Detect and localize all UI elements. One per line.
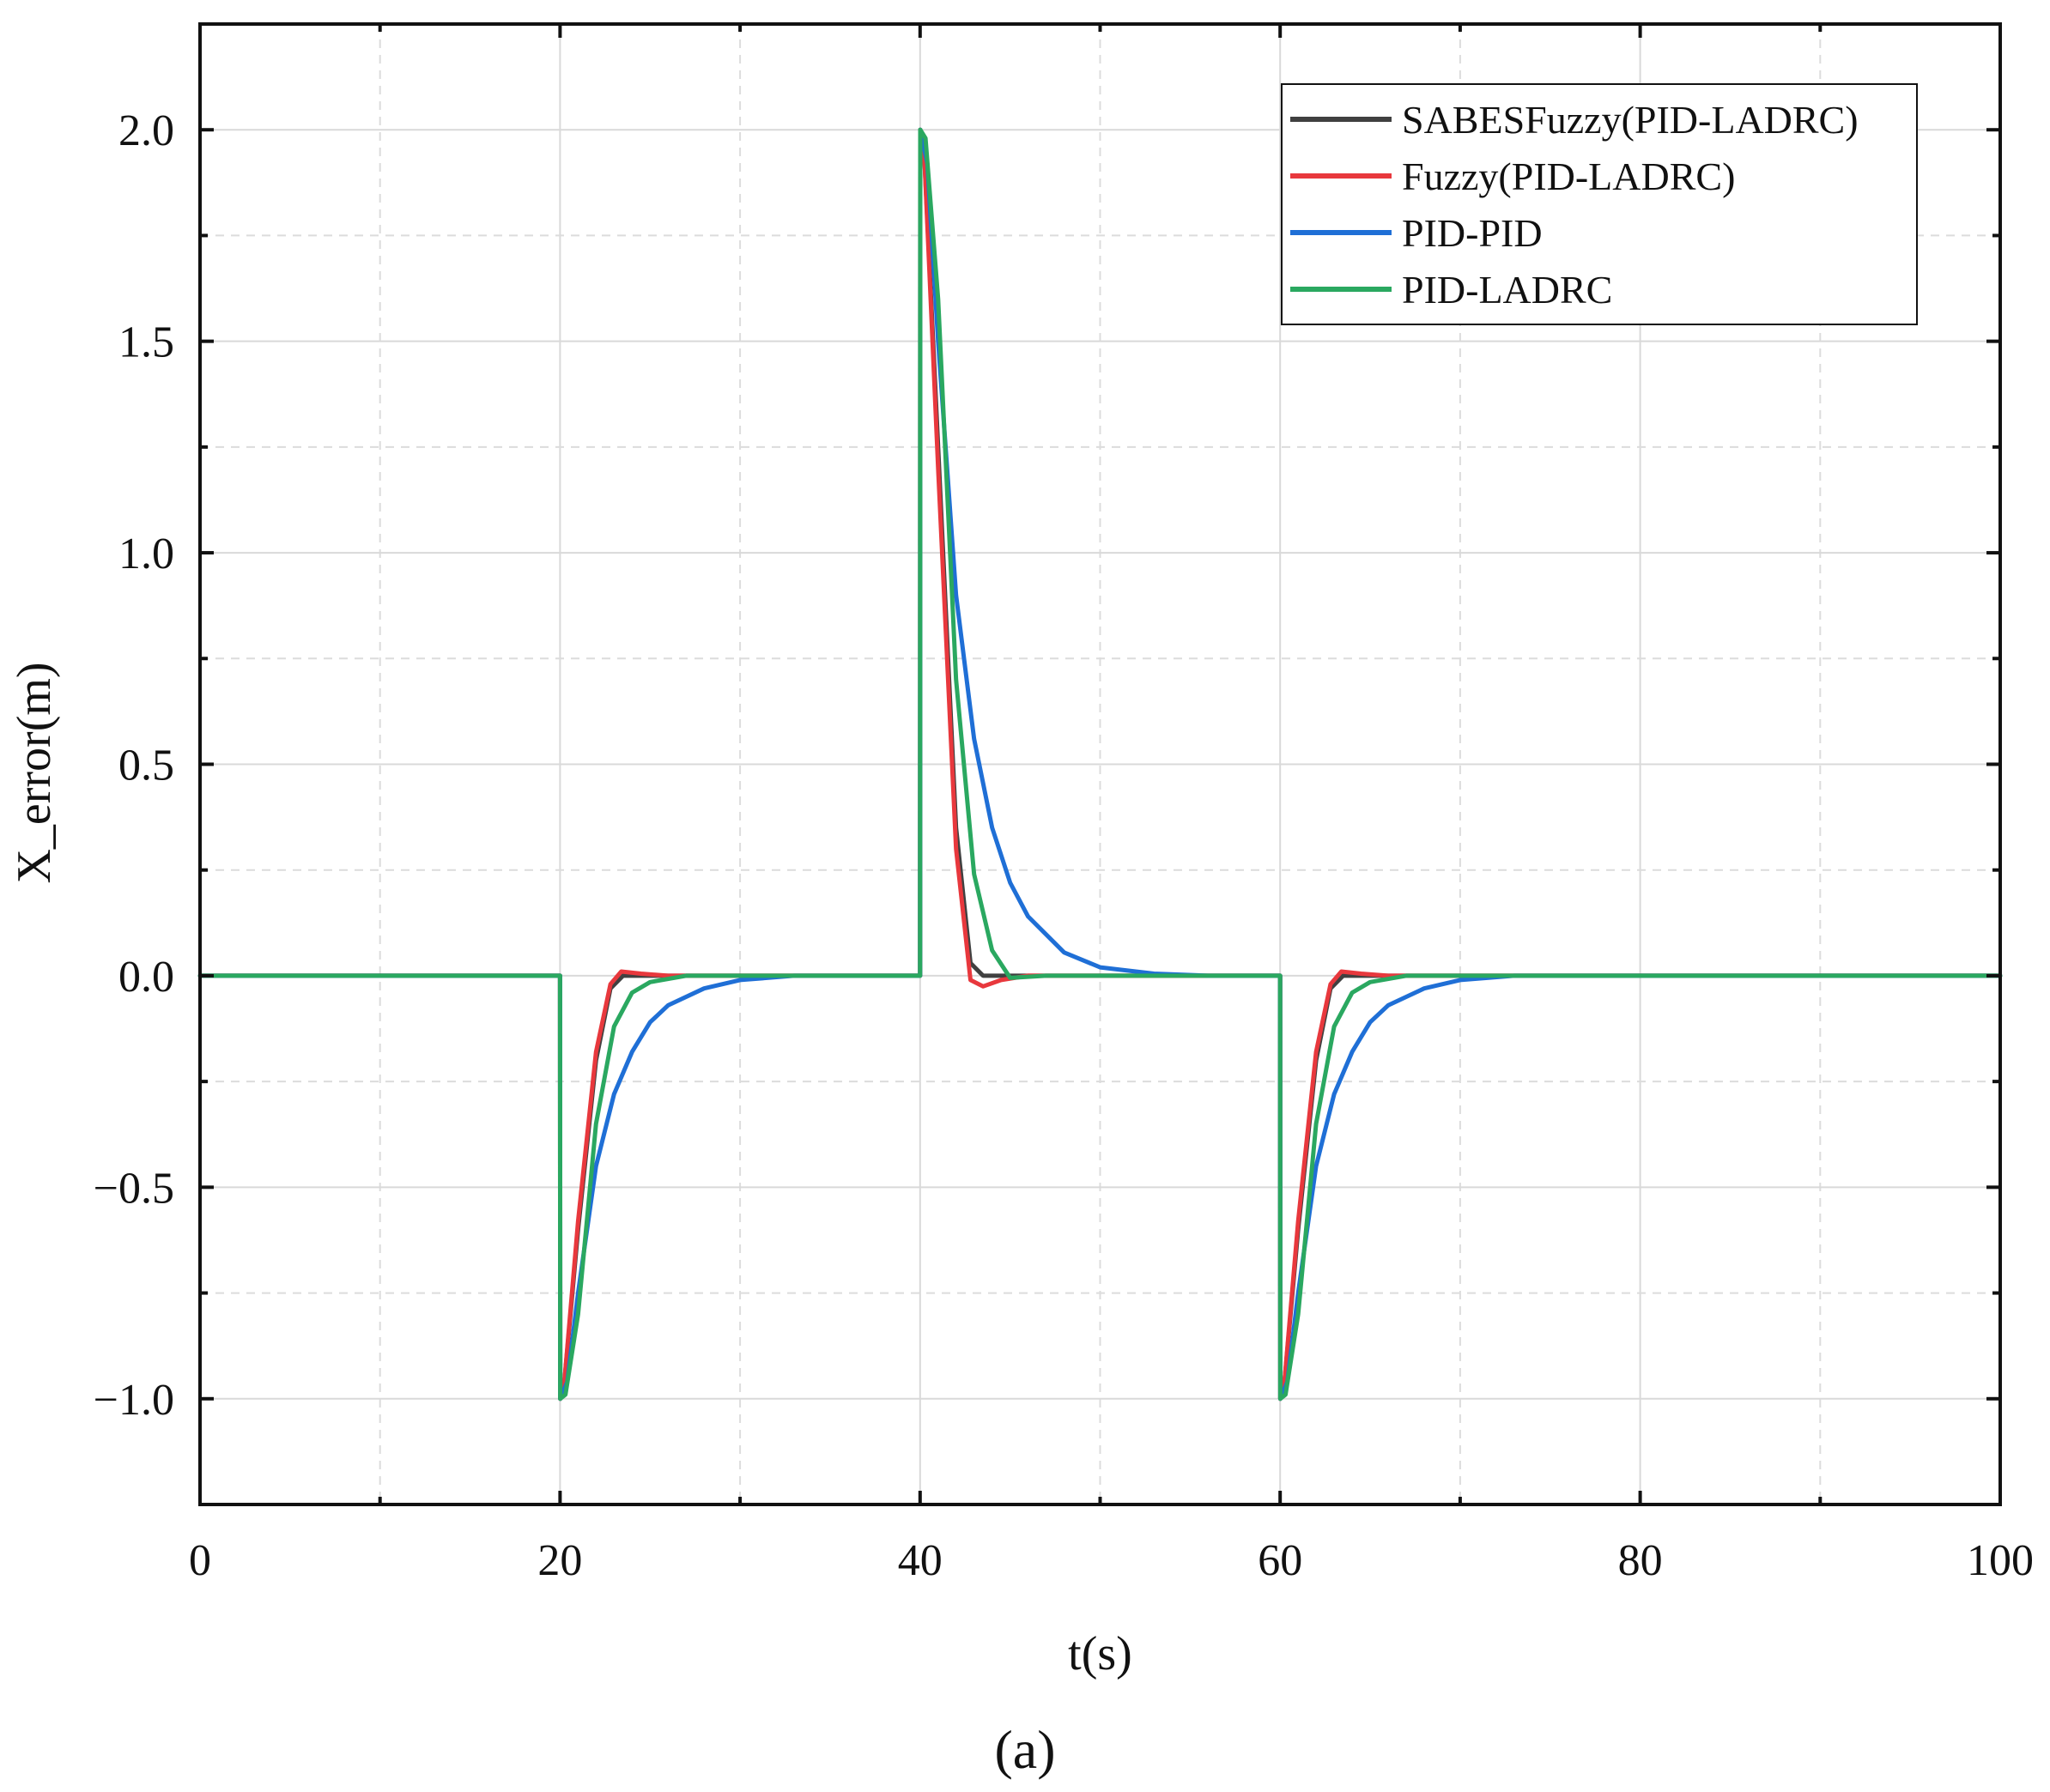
legend-box <box>1281 83 1918 325</box>
y-tick-label: 0.5 <box>118 742 174 790</box>
series-lines <box>197 127 2003 1402</box>
x-axis-title: t(s) <box>1068 1627 1132 1680</box>
x-tick-label: 60 <box>1258 1536 1302 1585</box>
x-tick-label: 20 <box>537 1536 582 1585</box>
subfigure-label: (a) <box>994 1719 1055 1780</box>
series-line-4 <box>197 127 2003 1402</box>
y-tick-label: −1.0 <box>94 1376 174 1425</box>
legend-label: Fuzzy(PID-LADRC) <box>1402 154 1735 198</box>
y-tick-label: 1.5 <box>118 318 174 367</box>
x-tick-label: 80 <box>1618 1536 1663 1585</box>
x-tick-label: 0 <box>189 1536 211 1585</box>
y-tick-label: 2.0 <box>118 106 174 155</box>
y-tick-label: 0.0 <box>118 953 174 1002</box>
legend-label: SABESFuzzy(PID-LADRC) <box>1402 98 1859 142</box>
y-tick-label: 1.0 <box>118 530 174 578</box>
legend-label: PID-LADRC <box>1402 268 1612 312</box>
x-tick-label: 40 <box>898 1536 943 1585</box>
axis-ticks: 0 20 40 60 80 100 −1.0 −0.5 0.0 0.5 1.0 1.5 2.0 <box>94 22 2034 1585</box>
y-axis-title: X_error(m) <box>8 662 61 883</box>
y-tick-label: −0.5 <box>94 1164 174 1213</box>
legend: SABESFuzzy(PID-LADRC) Fuzzy(PID-LADRC) PID… <box>1281 83 1918 325</box>
series-line-2 <box>197 127 2003 1402</box>
x-tick-label: 100 <box>1967 1536 2034 1585</box>
series-line-3 <box>197 127 2003 1402</box>
legend-label: PID-PID <box>1402 211 1543 255</box>
